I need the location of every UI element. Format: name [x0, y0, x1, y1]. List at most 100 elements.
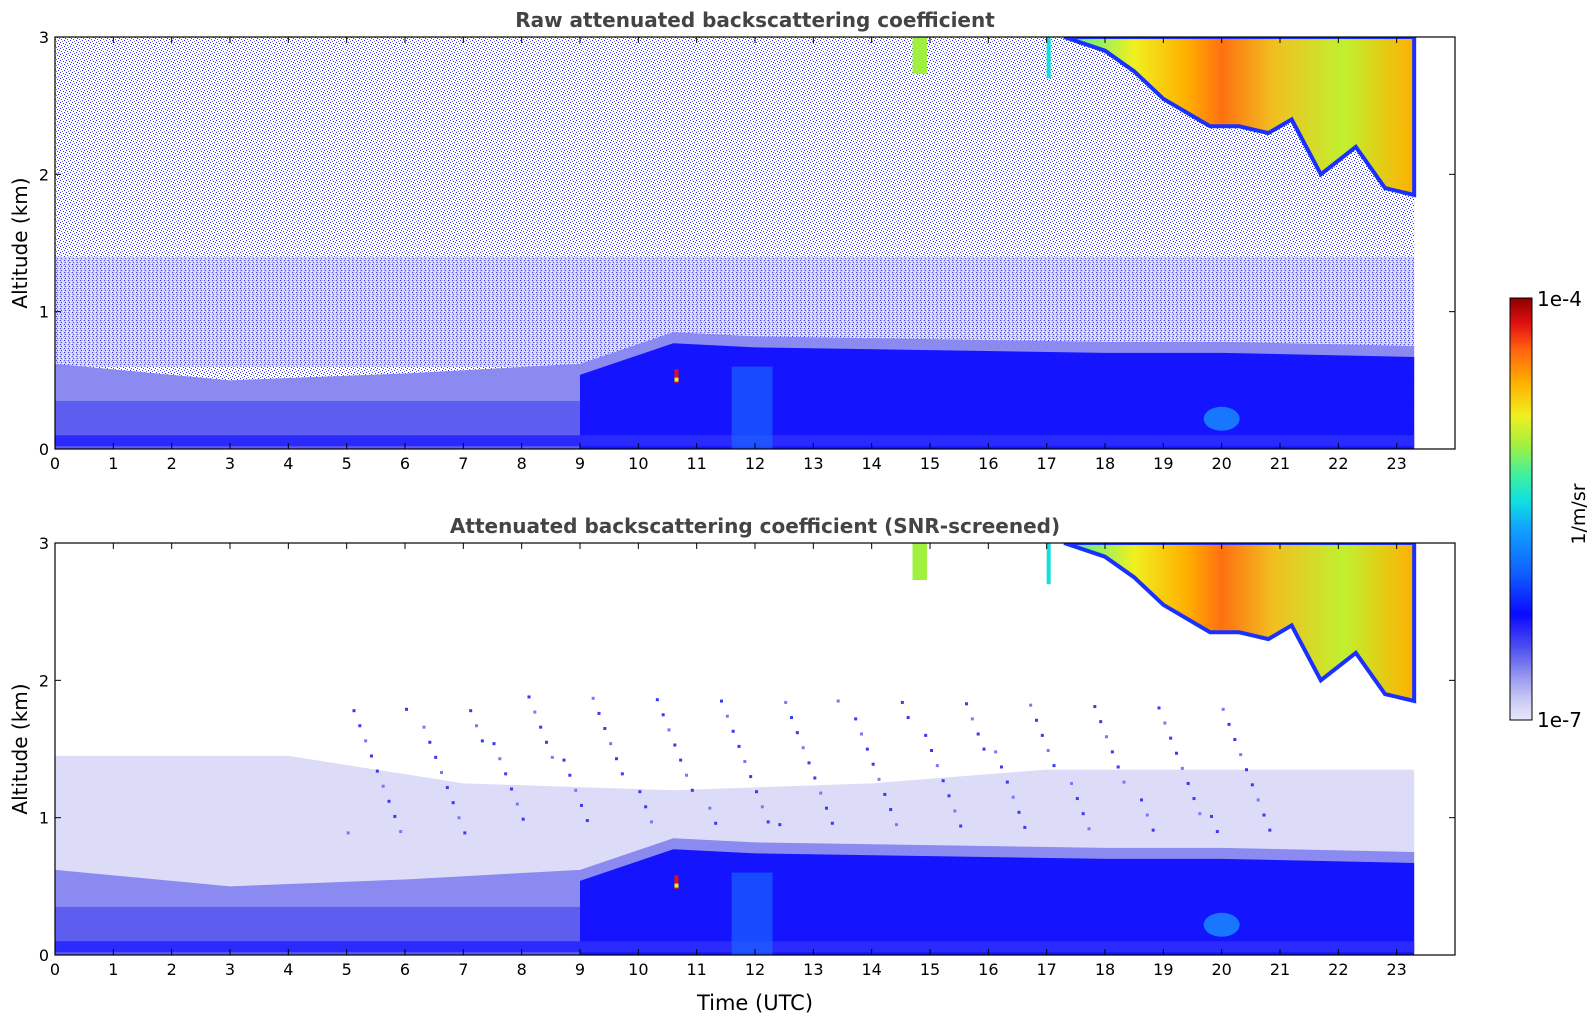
aerosol-speck [1210, 814, 1213, 818]
aerosol-speck [778, 823, 782, 827]
cloud-fragment [1046, 37, 1051, 79]
aerosol-speck [976, 732, 980, 736]
aerosol-speck [603, 727, 607, 731]
x-tick-label: 8 [517, 454, 527, 473]
aerosol-speck [422, 725, 426, 729]
y-tick-label: 1 [39, 809, 49, 828]
colorbar-unit-label: 1/m/sr [1568, 483, 1590, 544]
aerosol-speck [533, 710, 537, 714]
aerosol-plume [1203, 406, 1240, 431]
aerosol-speck [679, 758, 683, 762]
aerosol-speck [352, 709, 356, 713]
convective-column [731, 872, 773, 955]
aerosol-speck [1239, 753, 1243, 757]
aerosol-speck [498, 757, 502, 761]
y-tick-label: 0 [39, 946, 49, 965]
aerosol-speck [801, 746, 805, 750]
aerosol-speck [1140, 798, 1143, 802]
aerosol-speck [790, 716, 793, 720]
aerosol-speck [1029, 703, 1033, 707]
x-tick-label: 9 [575, 454, 585, 473]
cloud-fragment [1046, 543, 1051, 585]
snr-screened-backscatter-panel: 0 1 2 3 4 5 6 7 8 9 10 11 12 13 14 15 16 17 18 19 20 21 22 2301… [8, 514, 1456, 1015]
aerosol-speck [830, 821, 834, 825]
x-tick-label: 10 [628, 454, 648, 473]
aerosol-speck [877, 777, 881, 781]
convective-column [731, 366, 773, 449]
aerosol-speck [405, 707, 408, 711]
aerosol-speck [1035, 718, 1038, 722]
x-tick-label: 1 [108, 960, 118, 979]
aerosol-speck [1087, 827, 1091, 831]
aerosol-speck [807, 761, 811, 765]
colorbar: 1e-4 1e-7 1/m/sr [1509, 287, 1590, 732]
aerosol-speck [1023, 825, 1027, 829]
aerosol-speck [358, 724, 362, 728]
aerosol-speck [445, 786, 449, 790]
aerosol-speck [1075, 797, 1079, 801]
aerosol-speck [463, 831, 467, 835]
aerosol-speck [1122, 780, 1126, 784]
aerosol-speck [1052, 764, 1056, 768]
aerosol-speck [1000, 765, 1003, 769]
strong-return-core [674, 883, 679, 888]
aerosol-speck [871, 762, 875, 766]
aerosol-speck [667, 728, 671, 732]
strong-return-core [674, 377, 679, 382]
aerosol-speck [766, 820, 770, 824]
y-axis-label: Altitude (km) [8, 177, 32, 308]
x-tick-label: 6 [400, 960, 410, 979]
x-tick-label: 20 [1211, 454, 1231, 473]
aerosol-speck [475, 724, 478, 728]
aerosol-speck [550, 755, 554, 759]
aerosol-speck [1163, 721, 1167, 725]
aerosol-speck [1198, 812, 1202, 816]
aerosol-speck [1192, 797, 1196, 801]
aerosol-speck [935, 764, 939, 768]
aerosol-speck [970, 717, 974, 721]
x-tick-label: 21 [1270, 960, 1290, 979]
x-tick-label: 15 [920, 454, 940, 473]
x-tick-label: 9 [575, 960, 585, 979]
aerosol-speck [795, 731, 799, 735]
aerosol-speck [1110, 750, 1114, 754]
x-tick-label: 13 [803, 454, 823, 473]
aerosol-speck [510, 787, 513, 791]
aerosol-speck [825, 806, 828, 810]
y-tick-label: 2 [39, 165, 49, 184]
aerosol-speck [1227, 722, 1231, 726]
aerosol-speck [1151, 828, 1155, 832]
aerosol-speck [930, 749, 933, 752]
x-tick-label: 21 [1270, 454, 1290, 473]
aerosol-speck [784, 700, 788, 704]
aerosol-speck [440, 770, 443, 774]
aerosol-speck [860, 732, 863, 736]
aerosol-speck [393, 814, 397, 818]
x-tick-label: 1 [108, 454, 118, 473]
aerosol-speck [661, 713, 665, 717]
aerosol-speck [451, 801, 455, 805]
x-tick-label: 16 [978, 960, 998, 979]
aerosol-speck [1169, 736, 1173, 740]
x-tick-label: 3 [225, 960, 235, 979]
aerosol-speck [381, 784, 385, 788]
aerosol-speck [545, 740, 548, 744]
aerosol-speck [1250, 783, 1254, 787]
x-tick-label: 11 [686, 454, 706, 473]
aerosol-speck [527, 695, 531, 699]
x-tick-label: 20 [1211, 960, 1231, 979]
y-axis-label: Altitude (km) [8, 683, 32, 814]
x-tick-label: 18 [1095, 960, 1115, 979]
aerosol-speck [615, 757, 618, 761]
aerosol-speck [965, 702, 968, 706]
aerosol-speck [1180, 766, 1184, 770]
x-tick-label: 13 [803, 960, 823, 979]
aerosol-speck [947, 794, 951, 798]
aerosol-speck [387, 799, 391, 803]
x-tick-label: 0 [50, 454, 60, 473]
boundary-layer-core [580, 849, 1415, 955]
aerosol-speck [609, 742, 613, 746]
raw-backscatter-panel: 0 1 2 3 4 5 6 7 8 9 10 11 12 13 14 15 16 17 18 19 20 21 22 2301… [8, 8, 1456, 473]
x-tick-label: 22 [1328, 454, 1348, 473]
colorbar-min-label: 1e-7 [1537, 708, 1582, 732]
